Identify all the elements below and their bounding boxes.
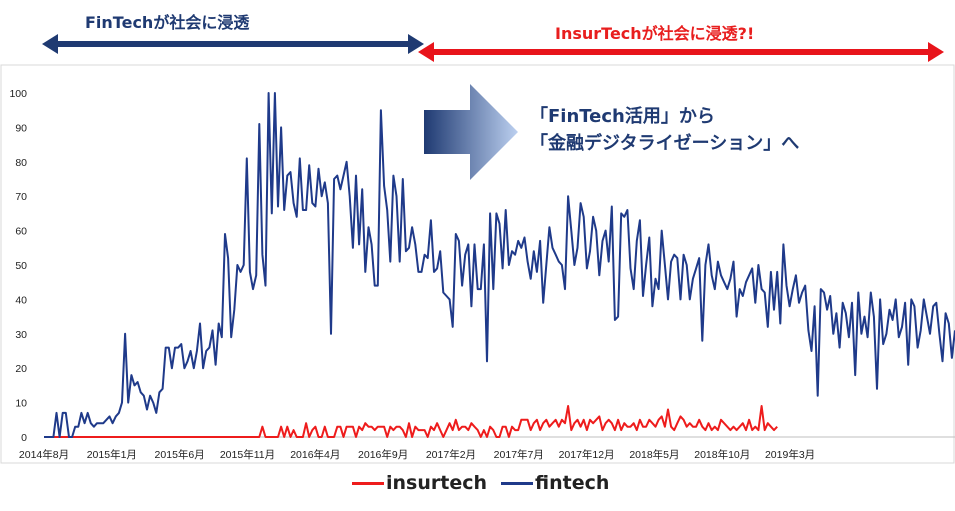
fintech-era-label: FinTechが社会に浸透: [85, 13, 250, 32]
x-tick-label: 2017年12月: [559, 448, 615, 461]
chart-legend: insurtech fintech: [352, 472, 623, 494]
series-line-fintech: [44, 92, 955, 438]
x-tick-label: 2018年5月: [629, 448, 679, 461]
x-tick-label: 2019年3月: [765, 448, 815, 461]
y-tick-label: 60: [15, 226, 27, 238]
callout-arrow-icon: [424, 84, 518, 180]
y-tick-label: 70: [15, 191, 27, 203]
series-line-insurtech: [44, 405, 778, 438]
legend-item-fintech: fintech: [501, 472, 609, 494]
y-tick-label: 40: [15, 294, 27, 306]
y-tick-label: 10: [15, 398, 27, 410]
y-tick-label: 0: [21, 432, 27, 444]
x-tick-label: 2015年11月: [220, 448, 275, 461]
plot-frame: [0, 64, 955, 464]
x-tick-label: 2015年6月: [155, 448, 205, 461]
y-tick-label: 80: [15, 157, 27, 169]
series-layer: [44, 92, 955, 438]
legend-swatch-fintech: [501, 481, 534, 485]
callout-text: 「FinTech活用」から 「金融デジタライゼーション」へ: [530, 103, 799, 157]
legend-label-insurtech: insurtech: [386, 472, 488, 494]
x-tick-label: 2017年2月: [426, 448, 476, 461]
x-tick-label: 2018年10月: [694, 448, 750, 461]
legend-label-fintech: fintech: [535, 472, 610, 494]
y-tick-label: 50: [15, 260, 27, 272]
x-tick-label: 2017年7月: [494, 448, 544, 461]
y-tick-label: 100: [9, 88, 27, 100]
insurtech-era-label: InsurTechが社会に浸透?!: [555, 24, 755, 43]
callout-line-1: 「FinTech活用」から: [530, 106, 715, 127]
x-tick-label: 2014年8月: [19, 448, 69, 461]
y-tick-label: 90: [15, 122, 27, 134]
y-tick-label: 20: [15, 363, 27, 375]
y-tick-label: 30: [15, 329, 27, 341]
x-tick-label: 2015年1月: [87, 448, 137, 461]
legend-swatch-insurtech: [352, 481, 384, 485]
y-axis-ticks: 0 10 20 30 40 50 60 70 80 90 100: [9, 88, 27, 444]
legend-item-insurtech: insurtech: [352, 472, 487, 494]
x-tick-label: 2016年9月: [358, 448, 408, 461]
x-axis-ticks: 2014年8月 2015年1月 2015年6月 2015年11月 2016年4月 2016…: [19, 448, 815, 461]
x-tick-label: 2016年4月: [290, 448, 340, 461]
callout-line-2: 「金融デジタライゼーション」へ: [530, 133, 800, 154]
fintech-era-arrow: [42, 34, 424, 54]
insurtech-era-arrow: [418, 42, 944, 62]
